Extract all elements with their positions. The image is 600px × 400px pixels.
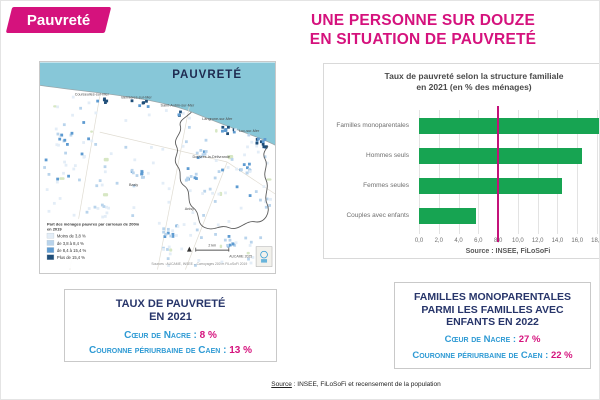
gridline xyxy=(419,110,420,234)
town-label: Courseulles-sur-Mer xyxy=(75,92,110,96)
category-label: Familles monoparentales xyxy=(336,122,409,129)
town-label: Saint-Aubin-sur-Mer xyxy=(161,103,195,107)
legend-label: Moins de 3,8 % xyxy=(57,234,86,239)
x-tick-label: 10,0 xyxy=(512,238,524,244)
map-legend: Part des ménages pauvres par carreaux de… xyxy=(42,218,146,269)
x-tick-label: 6,0 xyxy=(474,238,483,244)
chart-title-line1: Taux de pauvreté selon la structure fami… xyxy=(384,71,564,81)
stat-box-title: FAMILLES MONOPARENTALES PARMI LES FAMILL… xyxy=(413,291,572,328)
town-label: Douvres-la-Délivrande xyxy=(193,155,230,159)
territory-boundary xyxy=(174,111,269,230)
pauvrete-badge: Pauvreté xyxy=(5,7,112,33)
reference-line-8pct xyxy=(497,106,500,242)
bar-chart-card: Taux de pauvreté selon la structure fami… xyxy=(323,63,599,259)
x-tick-label: 4,0 xyxy=(454,238,463,244)
category-label: Couples avec enfants xyxy=(346,212,409,219)
gridline xyxy=(577,110,579,234)
stat-box-poverty-rate: TAUX DE PAUVRETÉ EN 2021 Cœur de Nacre :… xyxy=(64,289,277,362)
bar-familles-monoparentales xyxy=(419,118,599,134)
scale-bar: 2 km xyxy=(186,244,230,252)
metric-couronne-caen: Couronne périurbaine de Caen : 13 % xyxy=(89,345,252,356)
x-tick-label: 0,0 xyxy=(414,238,424,244)
chart-category-labels: Familles monoparentales Hommes seuls Femme… xyxy=(324,110,413,234)
metric-couronne-caen: Couronne périurbaine de Caen : 22 % xyxy=(412,349,573,361)
scale-distance: 2 km xyxy=(208,244,216,248)
gridline xyxy=(458,110,460,234)
aucame-logo xyxy=(255,246,273,267)
badge-label: Pauvreté xyxy=(27,11,91,29)
page-title: UNE PERSONNE SUR DOUZE EN SITUATION DE P… xyxy=(303,11,543,49)
x-tick-label: 12,0 xyxy=(531,238,544,244)
x-tick-label: 14,0 xyxy=(551,238,564,244)
metric-coeur-de-nacre: Cœur de Nacre : 27 % xyxy=(444,333,541,345)
legend-swatch xyxy=(46,232,55,239)
map-title: PAUVRETÉ xyxy=(172,69,242,81)
stat-box-monoparental-families: FAMILLES MONOPARENTALES PARMI LES FAMILL… xyxy=(394,282,591,369)
gridline xyxy=(537,110,539,234)
map-attribution: Sources : AUCAME, INSEE – Carroyages 200… xyxy=(151,262,247,266)
chart-title: Taux de pauvreté selon la structure fami… xyxy=(364,71,584,93)
x-tick-label: 16,0 xyxy=(571,238,584,244)
chart-source: Source : INSEE, FiLoSoFi xyxy=(465,248,551,255)
page-title-line1: UNE PERSONNE SUR DOUZE xyxy=(310,12,535,29)
chart-plot-area: 0,02,04,06,08,010,012,014,016,018,0 xyxy=(415,106,599,244)
vegetation-patches xyxy=(53,105,272,255)
coastline xyxy=(40,84,275,146)
poverty-map-card: Courseulles-sur-Mer Bernières-sur-Mer Sain… xyxy=(39,61,276,274)
category-label: Femmes seules xyxy=(363,182,409,189)
metric-coeur-de-nacre: Cœur de Nacre : 8 % xyxy=(124,330,217,341)
town-label: Bernières-sur-Mer xyxy=(121,95,152,99)
legend-label: de 8,4 à 15,4 % xyxy=(57,248,87,253)
gridline xyxy=(478,110,480,234)
map-legend-title-line2: en 2019 xyxy=(47,227,62,232)
gridline xyxy=(438,110,440,234)
town-label: Basly xyxy=(129,183,138,187)
legend-swatch xyxy=(46,254,55,260)
poverty-grid-squares xyxy=(43,95,272,267)
category-label: Hommes seuls xyxy=(366,152,409,159)
legend-label: Plus de 15,4 % xyxy=(57,255,85,260)
sea-area xyxy=(40,62,275,146)
page-source: Source : INSEE, FiLoSoFi et recensement … xyxy=(271,381,441,388)
legend-label: de 3,8 à 8,4 % xyxy=(57,241,84,246)
bar-couples-avec-enfants xyxy=(419,208,477,224)
x-tick-label: 2,0 xyxy=(434,238,443,244)
legend-swatch xyxy=(46,240,55,246)
poverty-grid-map: Courseulles-sur-Mer Bernières-sur-Mer Sain… xyxy=(40,62,275,270)
north-arrow-icon xyxy=(186,246,192,252)
stat-box-title: TAUX DE PAUVRETÉ EN 2021 xyxy=(115,298,226,323)
town-label: Langrune-sur-Mer xyxy=(202,117,233,121)
gridline xyxy=(557,110,559,234)
gridline xyxy=(517,110,519,234)
map-credit: AUCAME 2025 xyxy=(229,255,252,259)
map-legend-title: Part des ménages pauvres par carreaux de… xyxy=(47,222,140,227)
gridline xyxy=(597,110,598,234)
bar-femmes-seules xyxy=(419,178,563,194)
legend-swatch xyxy=(46,247,55,253)
chart-title-line2: en 2021 (en % des ménages) xyxy=(416,82,532,92)
x-tick-label: 18,0 xyxy=(591,238,600,244)
town-label: Anisy xyxy=(185,207,194,211)
town-label: Luc-sur-Mer xyxy=(239,129,260,133)
page-title-line2: EN SITUATION DE PAUVRETÉ xyxy=(309,31,537,48)
bar-hommes-seuls xyxy=(419,148,583,164)
town-labels: Courseulles-sur-Mer Bernières-sur-Mer Sain… xyxy=(75,92,260,211)
